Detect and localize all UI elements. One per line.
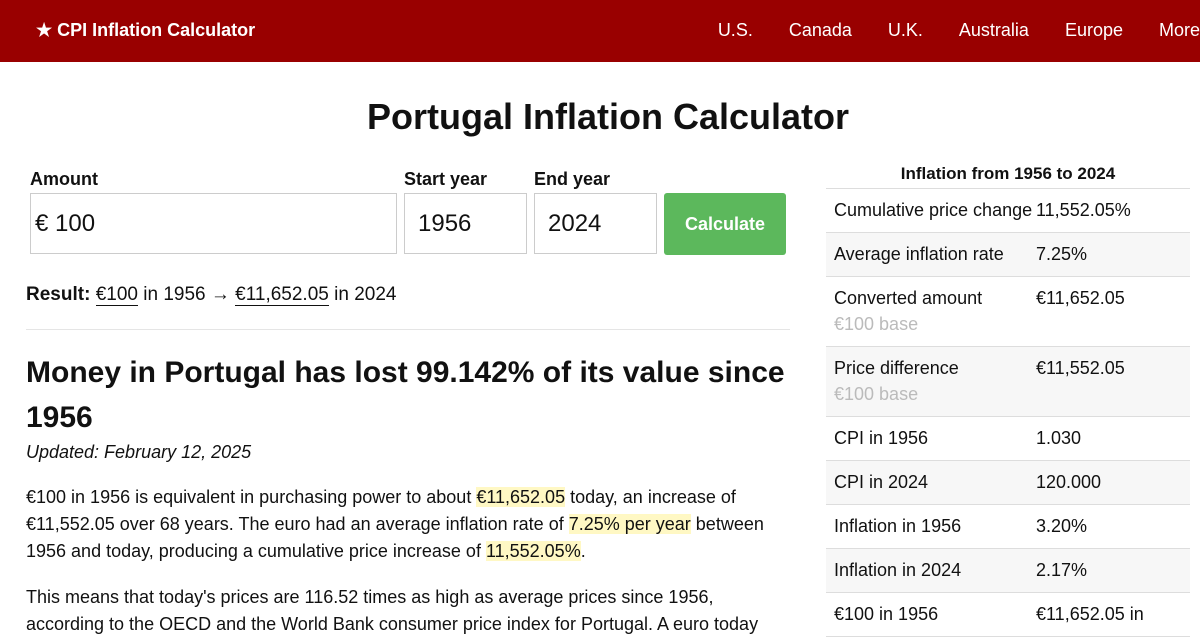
page-title: Portugal Inflation Calculator <box>366 96 850 137</box>
nav-link[interactable]: Australia <box>958 20 1029 40</box>
end-input[interactable]: 2024 <box>534 193 657 254</box>
table-row: Average inflation rate 7.25% <box>826 233 1190 277</box>
end-label: End year <box>534 169 611 189</box>
heading: Money in Portugal has lost 99.142% of it… <box>26 356 785 434</box>
nav-link[interactable]: U.K. <box>887 20 923 40</box>
paragraph: This means that today's prices are 116.5… <box>26 587 759 634</box>
table-row: Inflation in 1956 3.20% <box>826 505 1190 549</box>
table-row: CPI in 2024 120.000 <box>826 461 1190 505</box>
result-to[interactable]: €11,652.05 <box>235 284 329 306</box>
result: Result: €100 in 1956 → €11,652.05 in 202… <box>26 284 396 306</box>
row-value: 2.17% <box>1036 560 1088 580</box>
label-text: CPI in 2024 <box>834 472 929 492</box>
row-label: Average inflation rate <box>834 241 1036 267</box>
amount-label: Amount <box>30 169 98 189</box>
row-value: 11,552.05% <box>1036 200 1131 220</box>
amount-input[interactable]: € 100 <box>30 193 397 254</box>
row-label: €100 in 1956 <box>834 601 1036 627</box>
row-value: 1.030 <box>1036 428 1082 448</box>
calculate-button[interactable]: Calculate <box>664 193 786 255</box>
table-row: Cumulative price change 11,552.05% <box>826 189 1190 233</box>
divider <box>26 329 790 330</box>
highlight: €11,652.05 <box>476 487 566 507</box>
text: . <box>580 541 586 561</box>
table-row: Inflation in 2024 2.17% <box>826 549 1190 593</box>
row-label: Inflation in 2024 <box>834 557 1036 583</box>
label-note: €100 base <box>834 314 919 334</box>
amount-value: 100 <box>55 210 96 237</box>
row-label: CPI in 2024 <box>834 469 1036 495</box>
brand[interactable]: ★ CPI Inflation Calculator <box>36 20 256 40</box>
nav-links: U.S. Canada U.K. Australia Europe More <box>682 20 1200 41</box>
currency: € <box>35 210 49 237</box>
label-text: Cumulative price change <box>834 200 1033 220</box>
paragraph: €100 in 1956 is equivalent in purchasing… <box>26 484 786 565</box>
row-label: Converted amount €100 base <box>834 285 1036 337</box>
nav-link[interactable]: Europe <box>1064 20 1123 40</box>
nav-link[interactable]: More <box>1158 20 1200 40</box>
label-text: Average inflation rate <box>834 244 1004 264</box>
start-value: 1956 <box>418 210 472 237</box>
nav-link[interactable]: U.S. <box>717 20 753 40</box>
top-nav: ★ CPI Inflation Calculator U.S. Canada U.K… <box>0 0 1200 62</box>
row-value: 3.20% <box>1036 516 1088 536</box>
highlight: 7.25% per year <box>568 514 691 534</box>
row-value: €11,652.05 <box>1036 288 1125 308</box>
text: today, an increase of €11,552.05 over 68… <box>26 487 736 534</box>
table-title: Inflation from 1956 to 2024 <box>826 160 1190 189</box>
table-row: €100 in 1956 €11,652.05 in <box>826 593 1190 637</box>
label-text: Price difference <box>834 358 959 378</box>
text: between 1956 and today, producing a cumu… <box>26 514 764 561</box>
result-label: Result: <box>26 284 91 305</box>
row-value: 7.25% <box>1036 244 1088 264</box>
text: €100 in 1956 is equivalent in purchasing… <box>26 487 477 507</box>
row-label: Cumulative price change <box>834 197 1036 223</box>
label-text: Inflation in 2024 <box>834 560 962 580</box>
highlight: 11,552.05% <box>485 541 581 561</box>
row-value: €11,652.05 in <box>1036 604 1144 624</box>
result-end: in 2024 <box>334 284 397 305</box>
result-from[interactable]: €100 <box>95 284 138 306</box>
label-note: €100 base <box>834 384 919 404</box>
end-value: 2024 <box>548 210 602 237</box>
table-row: CPI in 1956 1.030 <box>826 417 1190 461</box>
label-text: CPI in 1956 <box>834 428 929 448</box>
start-label: Start year <box>404 169 488 189</box>
table-row: Price difference €100 base €11,552.05 <box>826 347 1190 417</box>
row-value: €11,552.05 <box>1036 358 1125 378</box>
row-label: CPI in 1956 <box>834 425 1036 451</box>
label-text: Converted amount <box>834 288 983 308</box>
label-text: €100 in 1956 <box>834 604 939 624</box>
row-label: Price difference €100 base <box>834 355 1036 407</box>
nav-link[interactable]: Canada <box>788 20 852 40</box>
result-mid: in 1956 → <box>143 284 230 305</box>
row-label: Inflation in 1956 <box>834 513 1036 539</box>
summary-table: Inflation from 1956 to 2024 Cumulative p… <box>826 160 1190 637</box>
table-body: Cumulative price change 11,552.05% Average… <box>826 189 1190 637</box>
label-text: Inflation in 1956 <box>834 516 962 536</box>
row-value: 120.000 <box>1036 472 1102 492</box>
start-input[interactable]: 1956 <box>404 193 527 254</box>
table-row: Converted amount €100 base €11,652.05 <box>826 277 1190 347</box>
updated: Updated: February 12, 2025 <box>26 442 252 462</box>
